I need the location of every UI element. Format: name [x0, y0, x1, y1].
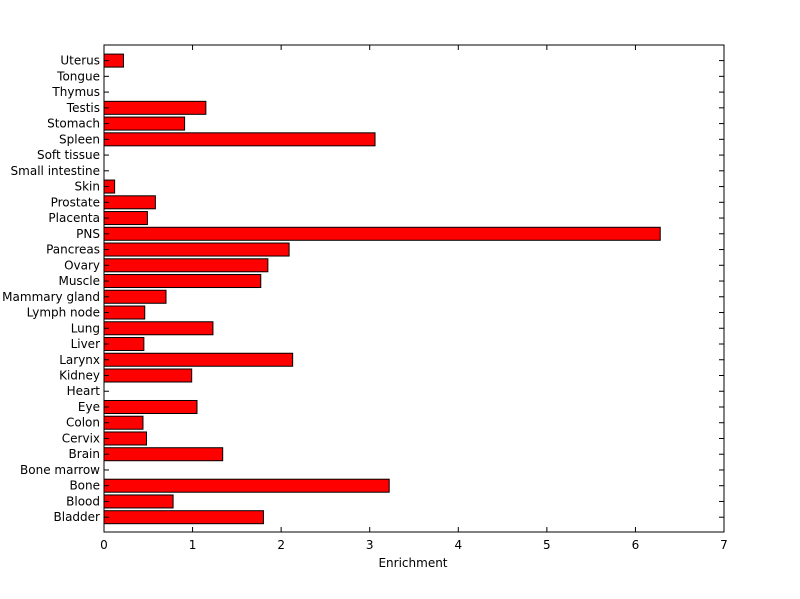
bar-brain — [103, 447, 224, 462]
axis-ticks — [103, 45, 725, 532]
bar-blood — [103, 494, 174, 509]
y-tick-label-mammary-gland: Mammary gland — [2, 290, 100, 304]
x-tick-label-1: 1 — [189, 538, 197, 552]
y-tick-label-brain: Brain — [69, 447, 100, 461]
bar-liver — [103, 337, 145, 352]
y-tick-label-spleen: Spleen — [59, 132, 100, 146]
bar-eye — [103, 399, 198, 414]
bar-testis — [103, 100, 207, 115]
bar-cervix — [103, 431, 148, 446]
y-tick-label-tongue: Tongue — [56, 69, 100, 83]
y-tick-label-bladder: Bladder — [54, 510, 101, 524]
y-tick-label-stomach: Stomach — [47, 117, 100, 131]
plot-frame — [103, 44, 725, 533]
x-tick-label-2: 2 — [277, 538, 285, 552]
y-tick-label-eye: Eye — [78, 400, 100, 414]
y-tick-label-blood: Blood — [66, 494, 100, 508]
y-tick-label-cervix: Cervix — [62, 431, 100, 445]
y-tick-label-soft-tissue: Soft tissue — [37, 148, 100, 162]
y-tick-label-bone: Bone — [69, 479, 100, 493]
bar-mammary-gland — [103, 289, 167, 304]
bar-bladder — [103, 510, 264, 525]
y-tick-label-placenta: Placenta — [48, 211, 100, 225]
y-tick-label-uterus: Uterus — [60, 54, 100, 68]
bar-lymph-node — [103, 305, 146, 320]
x-tick-label-6: 6 — [632, 538, 640, 552]
y-tick-label-testis: Testis — [66, 101, 100, 115]
x-tick-label-4: 4 — [454, 538, 462, 552]
bar-ovary — [103, 258, 269, 273]
x-tick-label-5: 5 — [543, 538, 551, 552]
bar-muscle — [103, 274, 262, 289]
bar-prostate — [103, 195, 156, 210]
y-tick-label-ovary: Ovary — [64, 258, 100, 272]
y-tick-label-lymph-node: Lymph node — [27, 306, 100, 320]
y-tick-label-pns: PNS — [76, 227, 100, 241]
x-tick-labels: 0 1 2 3 4 5 6 7 — [100, 538, 728, 552]
bar-pns — [103, 226, 661, 241]
y-tick-label-kidney: Kidney — [59, 369, 100, 383]
bar-stomach — [103, 116, 186, 131]
y-tick-label-thymus: Thymus — [51, 85, 100, 99]
y-tick-label-bone-marrow: Bone marrow — [20, 463, 100, 477]
y-tick-label-larynx: Larynx — [59, 353, 100, 367]
x-tick-label-3: 3 — [366, 538, 374, 552]
bar-colon — [103, 415, 144, 430]
y-tick-label-skin: Skin — [74, 180, 100, 194]
x-axis-label: Enrichment — [378, 556, 447, 570]
y-tick-label-small-intestine: Small intestine — [11, 164, 100, 178]
y-tick-label-lung: Lung — [71, 321, 100, 335]
y-tick-label-liver: Liver — [71, 337, 101, 351]
x-tick-label-7: 7 — [720, 538, 728, 552]
bar-lung — [103, 321, 214, 336]
bar-placenta — [103, 211, 148, 226]
bars — [103, 53, 661, 525]
bar-spleen — [103, 132, 376, 147]
y-tick-label-muscle: Muscle — [58, 274, 100, 288]
y-tick-label-prostate: Prostate — [51, 195, 100, 209]
bar-larynx — [103, 352, 294, 367]
bar-kidney — [103, 368, 193, 383]
y-tick-label-heart: Heart — [67, 384, 101, 398]
bar-pancreas — [103, 242, 290, 257]
y-tick-label-pancreas: Pancreas — [46, 243, 100, 257]
x-tick-label-0: 0 — [100, 538, 108, 552]
bar-bone — [103, 478, 390, 493]
y-tick-label-colon: Colon — [66, 416, 100, 430]
